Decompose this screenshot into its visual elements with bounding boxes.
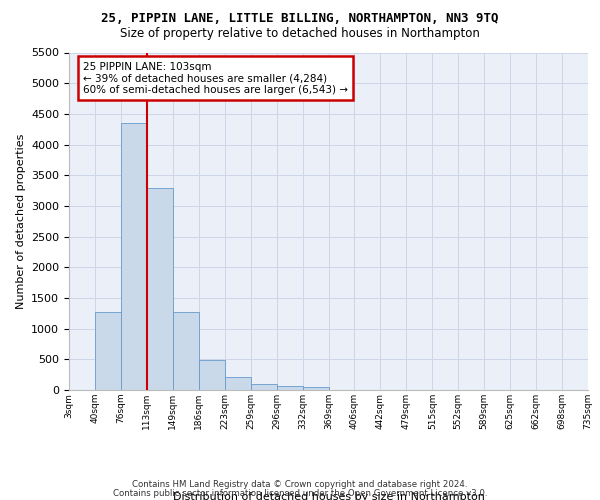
Text: 25 PIPPIN LANE: 103sqm
← 39% of detached houses are smaller (4,284)
60% of semi-: 25 PIPPIN LANE: 103sqm ← 39% of detached… [83, 62, 348, 95]
Text: Size of property relative to detached houses in Northampton: Size of property relative to detached ho… [120, 28, 480, 40]
Bar [225, 376, 251, 390]
Bar [147, 188, 173, 390]
Bar [173, 312, 199, 390]
Y-axis label: Number of detached properties: Number of detached properties [16, 134, 26, 309]
Bar [121, 123, 147, 390]
Text: 25, PIPPIN LANE, LITTLE BILLING, NORTHAMPTON, NN3 9TQ: 25, PIPPIN LANE, LITTLE BILLING, NORTHAM… [101, 12, 499, 26]
Bar [302, 386, 329, 390]
Bar [277, 386, 302, 390]
Bar [199, 360, 224, 390]
X-axis label: Distribution of detached houses by size in Northampton: Distribution of detached houses by size … [173, 492, 484, 500]
Bar [251, 384, 277, 390]
Bar [95, 312, 121, 390]
Text: Contains public sector information licensed under the Open Government Licence v3: Contains public sector information licen… [113, 488, 487, 498]
Text: Contains HM Land Registry data © Crown copyright and database right 2024.: Contains HM Land Registry data © Crown c… [132, 480, 468, 489]
